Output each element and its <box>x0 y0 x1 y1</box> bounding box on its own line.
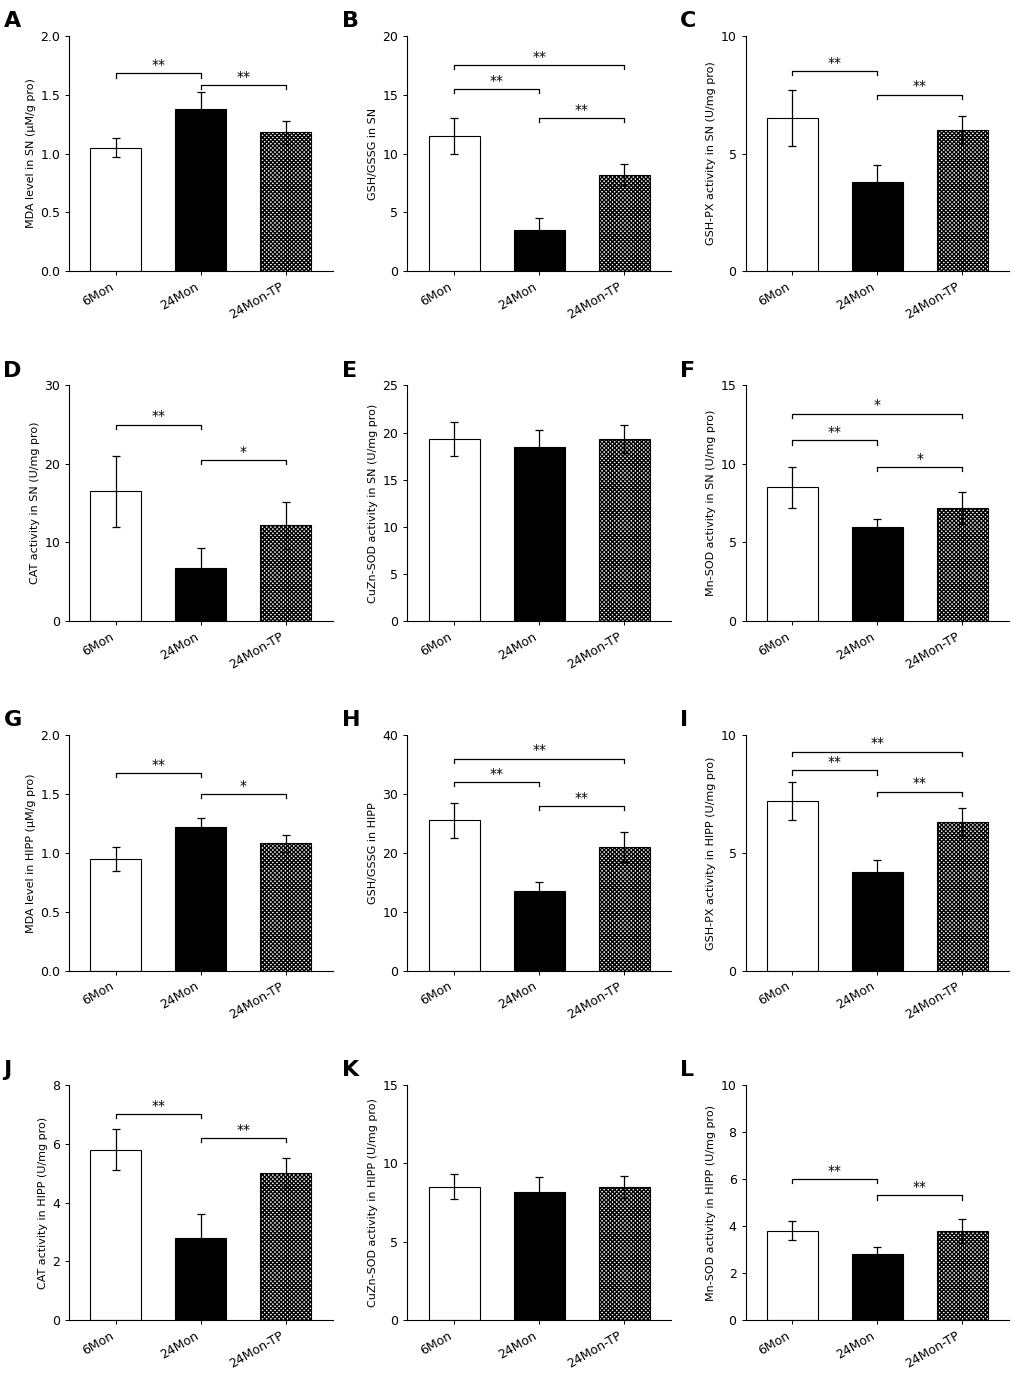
Text: **: ** <box>151 409 165 423</box>
Text: *: * <box>915 452 922 466</box>
Text: **: ** <box>151 1099 165 1113</box>
Bar <box>598 439 649 621</box>
Y-axis label: CAT activity in HIPP (U/mg pro): CAT activity in HIPP (U/mg pro) <box>38 1117 48 1288</box>
Y-axis label: CuZn-SOD activity in HIPP (U/mg pro): CuZn-SOD activity in HIPP (U/mg pro) <box>368 1099 378 1307</box>
Text: E: E <box>341 361 357 380</box>
Bar <box>598 174 649 271</box>
Y-axis label: GSH/GSSG in HIPP: GSH/GSSG in HIPP <box>368 802 378 904</box>
Bar <box>598 847 649 970</box>
Bar <box>851 527 902 621</box>
Text: **: ** <box>827 1164 841 1177</box>
Text: **: ** <box>574 791 588 804</box>
Text: C: C <box>679 11 695 30</box>
Bar <box>428 1187 479 1320</box>
Text: A: A <box>3 11 20 30</box>
Text: **: ** <box>869 737 883 750</box>
Text: **: ** <box>912 777 926 791</box>
Text: **: ** <box>912 79 926 94</box>
Bar <box>175 568 226 621</box>
Text: L: L <box>679 1060 693 1079</box>
Bar <box>91 148 142 271</box>
Bar <box>175 1238 226 1320</box>
Text: H: H <box>341 710 360 730</box>
Text: B: B <box>341 11 359 30</box>
Bar <box>260 133 311 271</box>
Bar <box>766 1231 817 1320</box>
Bar <box>175 109 226 271</box>
Bar <box>766 488 817 621</box>
Y-axis label: Mn-SOD activity in SN (U/mg pro): Mn-SOD activity in SN (U/mg pro) <box>706 410 715 597</box>
Bar <box>766 802 817 970</box>
Bar <box>766 119 817 271</box>
Y-axis label: Mn-SOD activity in HIPP (U/mg pro): Mn-SOD activity in HIPP (U/mg pro) <box>706 1104 715 1300</box>
Text: **: ** <box>574 104 588 117</box>
Bar <box>935 822 986 970</box>
Bar <box>91 492 142 621</box>
Y-axis label: GSH/GSSG in SN: GSH/GSSG in SN <box>368 108 378 199</box>
Y-axis label: CAT activity in SN (U/mg pro): CAT activity in SN (U/mg pro) <box>31 422 40 585</box>
Y-axis label: CuZn-SOD activity in SN (U/mg pro): CuZn-SOD activity in SN (U/mg pro) <box>368 404 378 603</box>
Text: **: ** <box>827 55 841 70</box>
Text: K: K <box>341 1060 359 1079</box>
Text: I: I <box>679 710 687 730</box>
Bar <box>260 525 311 621</box>
Bar <box>851 872 902 970</box>
Text: **: ** <box>912 1180 926 1194</box>
Text: **: ** <box>827 426 841 439</box>
Bar <box>514 891 564 970</box>
Text: **: ** <box>151 757 165 771</box>
Bar <box>935 130 986 271</box>
Text: F: F <box>679 361 694 380</box>
Text: **: ** <box>532 744 545 757</box>
Bar <box>935 509 986 621</box>
Bar <box>428 439 479 621</box>
Bar <box>851 182 902 271</box>
Bar <box>91 858 142 970</box>
Text: D: D <box>3 361 21 380</box>
Text: **: ** <box>236 70 250 84</box>
Bar <box>598 1187 649 1320</box>
Bar <box>514 229 564 271</box>
Text: **: ** <box>489 73 503 87</box>
Text: **: ** <box>151 58 165 72</box>
Bar <box>428 135 479 271</box>
Bar <box>935 1231 986 1320</box>
Y-axis label: GSH-PX activity in HIPP (U/mg pro): GSH-PX activity in HIPP (U/mg pro) <box>706 756 715 949</box>
Bar <box>260 1173 311 1320</box>
Text: **: ** <box>236 1122 250 1136</box>
Text: **: ** <box>532 50 545 64</box>
Text: G: G <box>3 710 21 730</box>
Bar <box>428 821 479 970</box>
Bar <box>851 1255 902 1320</box>
Bar <box>260 843 311 970</box>
Y-axis label: MDA level in HIPP (μM/g pro): MDA level in HIPP (μM/g pro) <box>26 773 36 933</box>
Text: *: * <box>239 779 247 793</box>
Bar <box>514 446 564 621</box>
Text: J: J <box>3 1060 11 1079</box>
Y-axis label: GSH-PX activity in SN (U/mg pro): GSH-PX activity in SN (U/mg pro) <box>706 62 715 246</box>
Text: *: * <box>239 445 247 459</box>
Text: **: ** <box>827 755 841 770</box>
Bar <box>514 1191 564 1320</box>
Bar <box>91 1150 142 1320</box>
Text: **: ** <box>489 767 503 781</box>
Y-axis label: MDA level in SN (μM/g pro): MDA level in SN (μM/g pro) <box>26 79 36 228</box>
Bar <box>175 826 226 970</box>
Text: *: * <box>873 398 879 412</box>
